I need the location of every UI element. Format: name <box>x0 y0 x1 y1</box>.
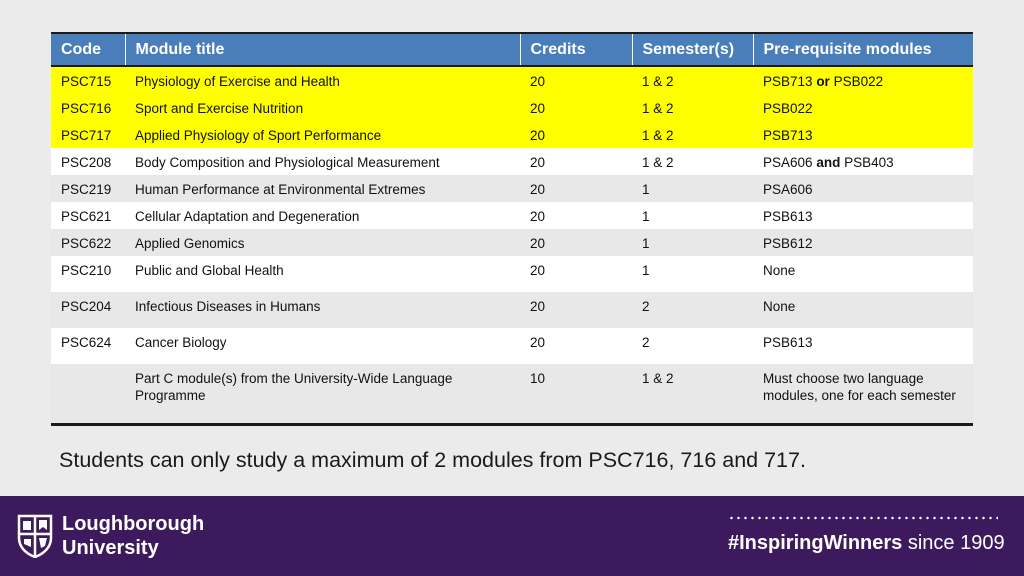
prereq-joiner: or <box>816 74 830 89</box>
modules-table: Code Module title Credits Semester(s) Pr… <box>51 34 973 423</box>
table-row: PSC715 Physiology of Exercise and Health… <box>51 66 973 94</box>
footer-bar: Loughborough University #InspiringWinner… <box>0 496 1024 576</box>
table-row: PSC208 Body Composition and Physiologica… <box>51 148 973 175</box>
cell-credits: 20 <box>520 148 632 175</box>
cell-code: PSC715 <box>51 66 125 94</box>
cell-title: Physiology of Exercise and Health <box>125 66 520 94</box>
cell-credits: 20 <box>520 229 632 256</box>
table-row: PSC716 Sport and Exercise Nutrition 20 1… <box>51 94 973 121</box>
cell-code: PSC716 <box>51 94 125 121</box>
cell-semester: 2 <box>632 328 753 364</box>
prereq-b: PSB403 <box>844 155 894 170</box>
header-module-title: Module title <box>124 34 520 67</box>
table-row: PSC622 Applied Genomics 20 1 PSB612 <box>51 229 973 256</box>
table-row: PSC717 Applied Physiology of Sport Perfo… <box>51 121 973 148</box>
table-header-row: Code Module title Credits Semester(s) Pr… <box>51 34 973 67</box>
cell-semester: 1 & 2 <box>632 121 753 148</box>
table-row: Part C module(s) from the University-Wid… <box>51 364 973 423</box>
cell-prerequisite: PSA606 <box>753 175 973 202</box>
cell-semester: 1 & 2 <box>632 94 753 121</box>
table-row: PSC621 Cellular Adaptation and Degenerat… <box>51 202 973 229</box>
header-semesters: Semester(s) <box>631 34 753 67</box>
dotted-divider <box>728 514 998 522</box>
module-limit-note: Students can only study a maximum of 2 m… <box>59 448 806 472</box>
cell-code <box>51 364 125 423</box>
cell-prerequisite: PSB022 <box>753 94 973 121</box>
header-prerequisites: Pre-requisite modules <box>752 34 973 67</box>
cell-code: PSC717 <box>51 121 125 148</box>
cell-title: Applied Physiology of Sport Performance <box>125 121 520 148</box>
cell-code: PSC204 <box>51 292 125 328</box>
cell-prerequisite: PSB613 <box>753 328 973 364</box>
cell-credits: 20 <box>520 328 632 364</box>
cell-title: Infectious Diseases in Humans <box>125 292 520 328</box>
cell-credits: 20 <box>520 202 632 229</box>
cell-prerequisite: PSA606 and PSB403 <box>753 148 973 175</box>
cell-title: Cancer Biology <box>125 328 520 364</box>
cell-prerequisite: PSB612 <box>753 229 973 256</box>
table-row: PSC219 Human Performance at Environmenta… <box>51 175 973 202</box>
cell-code: PSC624 <box>51 328 125 364</box>
table-row: PSC204 Infectious Diseases in Humans 20 … <box>51 292 973 328</box>
prereq-a: PSA606 <box>763 155 813 170</box>
cell-title: Body Composition and Physiological Measu… <box>125 148 520 175</box>
header-code: Code <box>51 34 125 67</box>
cell-code: PSC219 <box>51 175 125 202</box>
cell-prerequisite: PSB713 <box>753 121 973 148</box>
university-crest-icon <box>17 514 53 558</box>
table-row: PSC624 Cancer Biology 20 2 PSB613 <box>51 328 973 364</box>
cell-title: Cellular Adaptation and Degeneration <box>125 202 520 229</box>
cell-semester: 1 <box>632 175 753 202</box>
cell-credits: 20 <box>520 175 632 202</box>
cell-semester: 1 & 2 <box>632 66 753 94</box>
cell-prerequisite: PSB613 <box>753 202 973 229</box>
cell-semester: 1 & 2 <box>632 148 753 175</box>
university-name: Loughborough University <box>62 513 205 559</box>
cell-prerequisite: None <box>753 292 973 328</box>
cell-semester: 1 <box>632 202 753 229</box>
cell-semester: 2 <box>632 292 753 328</box>
cell-prerequisite: None <box>753 256 973 292</box>
cell-credits: 20 <box>520 121 632 148</box>
prereq-b: PSB022 <box>833 74 884 89</box>
cell-code: PSC210 <box>51 256 125 292</box>
cell-title: Human Performance at Environmental Extre… <box>125 175 520 202</box>
cell-credits: 20 <box>520 66 632 94</box>
cell-credits: 20 <box>520 256 632 292</box>
inspiring-winners-tagline: #InspiringWinners since 1909 <box>728 532 1005 554</box>
prereq-a: PSB713 <box>763 74 813 89</box>
cell-title: Applied Genomics <box>125 229 520 256</box>
cell-prerequisite: PSB713 or PSB022 <box>753 66 973 94</box>
cell-credits: 10 <box>520 364 632 423</box>
cell-code: PSC622 <box>51 229 125 256</box>
table-row: PSC210 Public and Global Health 20 1 Non… <box>51 256 973 292</box>
cell-semester: 1 & 2 <box>632 364 753 423</box>
cell-title: Part C module(s) from the University-Wid… <box>125 364 520 423</box>
cell-code: PSC208 <box>51 148 125 175</box>
cell-prerequisite: Must choose two language modules, one fo… <box>753 364 973 423</box>
cell-semester: 1 <box>632 256 753 292</box>
cell-credits: 20 <box>520 292 632 328</box>
header-credits: Credits <box>519 34 632 67</box>
cell-code: PSC621 <box>51 202 125 229</box>
prereq-joiner: and <box>816 155 841 170</box>
cell-credits: 20 <box>520 94 632 121</box>
cell-title: Sport and Exercise Nutrition <box>125 94 520 121</box>
cell-semester: 1 <box>632 229 753 256</box>
cell-title: Public and Global Health <box>125 256 520 292</box>
modules-table-container: Code Module title Credits Semester(s) Pr… <box>51 32 973 426</box>
